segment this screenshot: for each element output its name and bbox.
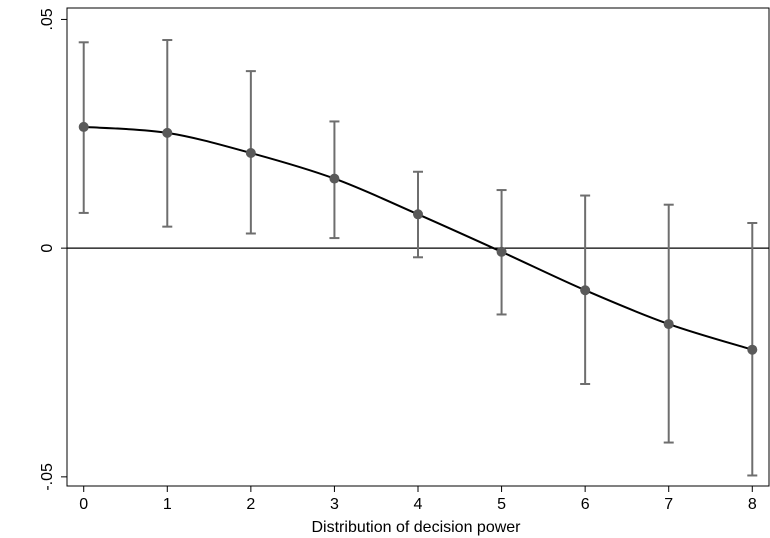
- x-tick-label: 7: [664, 496, 673, 513]
- data-point: [497, 247, 507, 257]
- data-point: [413, 209, 423, 219]
- x-tick-label: 1: [163, 496, 172, 513]
- x-tick-label: 8: [748, 496, 757, 513]
- x-axis-title: Distribution of decision power: [312, 519, 522, 536]
- x-tick-label: 5: [497, 496, 506, 513]
- y-tick-label: -.05: [39, 463, 56, 491]
- data-point: [664, 319, 674, 329]
- x-tick-label: 3: [330, 496, 339, 513]
- y-tick-label: .05: [39, 8, 56, 30]
- x-tick-label: 4: [414, 496, 423, 513]
- data-point: [329, 174, 339, 184]
- x-tick-label: 2: [246, 496, 255, 513]
- x-tick-label: 6: [581, 496, 590, 513]
- data-point: [79, 122, 89, 132]
- x-tick-label: 0: [79, 496, 88, 513]
- data-point: [246, 148, 256, 158]
- data-point: [162, 128, 172, 138]
- data-point: [747, 345, 757, 355]
- data-point: [580, 285, 590, 295]
- y-tick-label: 0: [39, 244, 56, 253]
